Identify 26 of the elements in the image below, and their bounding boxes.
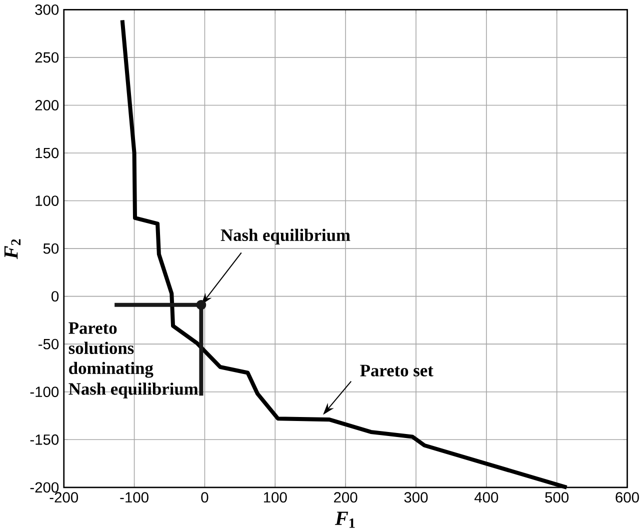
annotation: Nash equilibrium: [68, 382, 198, 398]
y-tick-label: -50: [38, 338, 59, 350]
x-tick-label: 600: [616, 492, 639, 502]
x-tick-label: 400: [474, 492, 498, 502]
y-tick-label: 300: [35, 4, 59, 15]
y-tick-label: 250: [35, 52, 59, 63]
x-tick-label: -100: [120, 492, 148, 502]
x-tick-label: 0: [201, 492, 208, 502]
x-tick-label: 500: [545, 492, 569, 502]
y-tick-label: -100: [30, 386, 59, 397]
annotation: Pareto set: [360, 364, 434, 376]
y-tick-label: 200: [35, 100, 59, 110]
x-tick-label: -200: [50, 492, 78, 502]
y-tick-label: 0: [52, 291, 59, 302]
x-tick-label: 100: [264, 492, 287, 502]
annotation: Nash equilibrium: [220, 228, 350, 244]
y-tick-label: -150: [30, 434, 59, 445]
y-tick-label: 100: [36, 195, 59, 206]
annotation: Pareto solutions dominating: [68, 322, 154, 378]
y-axis-title: F$_{2}$: [4, 239, 20, 259]
x-axis-title: F$_{1}$: [335, 512, 355, 528]
x-tick-label: 200: [334, 492, 358, 502]
y-tick-label: 150: [36, 148, 59, 158]
y-tick-label: 50: [43, 243, 59, 254]
y-tick-label: -200: [30, 482, 59, 493]
x-tick-label: 300: [404, 492, 428, 502]
